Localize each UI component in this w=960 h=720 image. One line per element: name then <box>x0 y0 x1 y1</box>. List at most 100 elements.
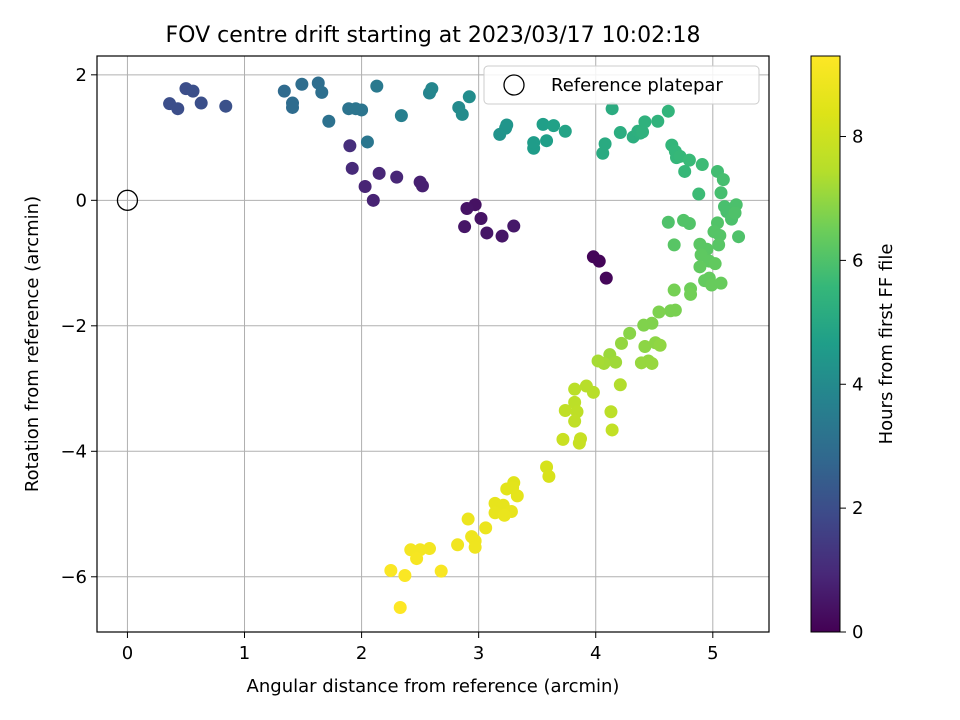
data-point <box>410 552 424 566</box>
data-point <box>468 540 482 554</box>
data-point <box>652 305 666 319</box>
data-point <box>355 103 369 117</box>
data-point <box>708 257 722 271</box>
reference-platepar-marker <box>116 189 139 211</box>
data-point <box>194 96 208 110</box>
data-point <box>714 276 728 290</box>
y-tick-label: −6 <box>60 567 87 588</box>
data-point <box>634 356 648 370</box>
data-point <box>536 117 550 131</box>
data-point <box>462 90 476 104</box>
colorbar-label: Hours from first FF file <box>876 244 897 445</box>
data-point <box>682 153 696 167</box>
data-point <box>286 100 300 114</box>
y-tick-label: 0 <box>76 190 87 211</box>
data-point <box>692 187 706 201</box>
data-point <box>732 230 746 244</box>
colorbar-tick-label: 2 <box>852 498 863 519</box>
data-point <box>415 179 429 193</box>
data-point <box>614 336 628 350</box>
x-tick-label: 5 <box>707 643 718 664</box>
data-point <box>637 318 651 332</box>
data-point <box>345 161 359 175</box>
data-point <box>605 423 619 437</box>
data-point <box>507 219 521 233</box>
data-point <box>360 135 374 149</box>
data-point <box>636 125 650 139</box>
data-point <box>497 508 511 522</box>
data-point <box>500 118 514 132</box>
data-point <box>684 287 698 301</box>
x-tick-label: 4 <box>590 643 601 664</box>
legend: Reference platepar <box>483 65 760 105</box>
data-point <box>713 228 727 242</box>
data-point <box>664 304 678 318</box>
data-point <box>455 107 469 121</box>
data-point <box>315 85 329 99</box>
data-point <box>651 114 665 128</box>
data-point <box>592 254 606 268</box>
chart-title: FOV centre drift starting at 2023/03/17 … <box>166 23 701 48</box>
data-point <box>695 158 709 172</box>
data-point <box>568 414 582 428</box>
reference-marker <box>116 189 139 211</box>
data-point <box>653 338 667 352</box>
y-axis-ticks: −6 −4 −2 0 2 <box>60 65 97 588</box>
legend-reference-marker <box>503 74 525 96</box>
data-point <box>186 84 200 98</box>
data-point <box>219 99 233 113</box>
data-point <box>343 139 357 153</box>
data-point <box>638 115 652 129</box>
data-point <box>425 82 439 96</box>
data-point <box>693 260 707 274</box>
x-tick-label: 0 <box>122 643 133 664</box>
data-point <box>591 354 605 368</box>
data-point <box>495 229 509 243</box>
data-point <box>390 170 404 184</box>
y-axis-label: Rotation from reference (arcmin) <box>22 196 43 492</box>
data-point <box>479 521 493 535</box>
data-point <box>661 215 675 229</box>
data-point <box>667 283 681 297</box>
data-point <box>394 109 408 123</box>
data-point <box>716 173 730 187</box>
data-point <box>384 564 398 578</box>
data-point <box>598 137 612 151</box>
data-point <box>613 378 627 392</box>
x-axis-label: Angular distance from reference (arcmin) <box>247 676 620 697</box>
data-point <box>458 220 472 234</box>
data-point <box>358 180 372 194</box>
x-tick-label: 1 <box>239 643 250 664</box>
data-point <box>645 356 659 370</box>
data-point <box>171 102 185 116</box>
colorbar-tick-label: 0 <box>852 622 863 643</box>
data-point <box>604 405 618 419</box>
data-point <box>728 206 742 220</box>
data-point <box>638 340 652 354</box>
grid-lines <box>97 56 769 632</box>
data-point <box>461 512 475 526</box>
data-points <box>163 76 746 615</box>
data-point <box>372 166 386 180</box>
data-point <box>556 432 570 446</box>
data-point <box>558 124 572 138</box>
data-point <box>510 489 524 503</box>
data-point <box>295 77 309 91</box>
colorbar-tick-label: 6 <box>852 250 863 271</box>
data-point <box>277 84 291 98</box>
data-point <box>613 126 627 140</box>
legend-label: Reference platepar <box>551 75 723 96</box>
data-point <box>366 193 380 207</box>
data-point <box>586 385 600 399</box>
data-point <box>599 271 613 285</box>
data-point <box>322 114 336 128</box>
data-point <box>693 237 707 251</box>
colorbar: 0 2 4 6 8 Hours from first FF file <box>810 55 897 643</box>
colorbar-tick-label: 4 <box>852 374 863 395</box>
colorbar-gradient <box>810 55 841 633</box>
x-tick-label: 2 <box>356 643 367 664</box>
data-point <box>527 136 541 150</box>
data-point <box>451 538 465 552</box>
y-tick-label: −2 <box>60 316 87 337</box>
data-point <box>572 436 586 450</box>
